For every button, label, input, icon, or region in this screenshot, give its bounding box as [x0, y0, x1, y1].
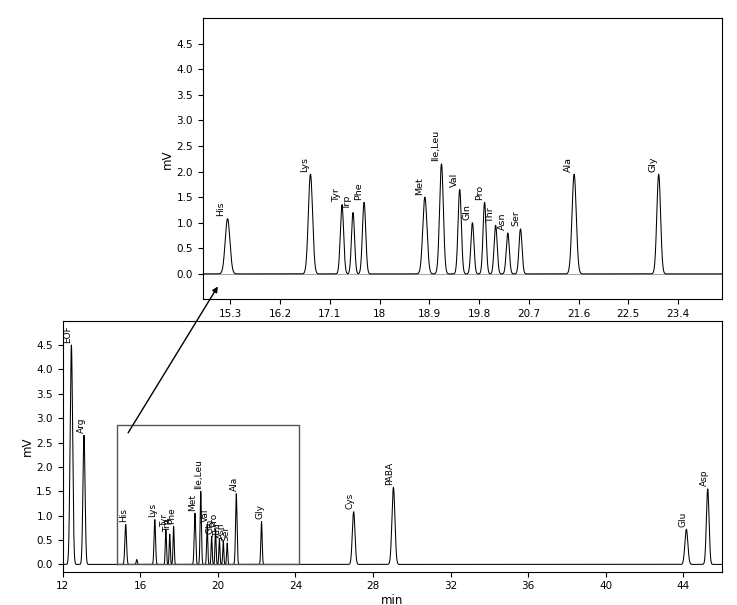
Text: His: His — [217, 201, 226, 216]
Text: Phe: Phe — [167, 507, 176, 524]
Text: Gln: Gln — [206, 518, 214, 534]
Text: Arg: Arg — [77, 417, 85, 433]
Text: Val: Val — [201, 508, 210, 522]
Text: Lys: Lys — [301, 157, 310, 172]
Text: Tyr: Tyr — [332, 188, 341, 202]
Text: Pro: Pro — [209, 512, 218, 527]
Text: Tyr: Tyr — [160, 514, 169, 527]
Text: Thr: Thr — [486, 207, 495, 223]
Text: EOF: EOF — [63, 325, 72, 342]
Text: His: His — [119, 508, 128, 522]
Text: Gln: Gln — [463, 204, 472, 220]
Y-axis label: mV: mV — [21, 436, 33, 456]
Text: Gly: Gly — [649, 156, 657, 172]
Text: Ile,Leu: Ile,Leu — [195, 459, 203, 489]
Text: Ser: Ser — [221, 525, 230, 540]
Text: Thr: Thr — [213, 522, 222, 537]
Text: Pro: Pro — [475, 185, 484, 200]
Text: Asn: Asn — [217, 522, 226, 538]
Text: Asn: Asn — [498, 213, 507, 231]
Text: Glu: Glu — [678, 511, 688, 527]
Text: Ala: Ala — [230, 477, 239, 491]
Text: Asp: Asp — [699, 470, 709, 486]
Text: Ala: Ala — [564, 157, 573, 172]
Text: PABA: PABA — [385, 462, 394, 485]
Text: Trp: Trp — [164, 518, 172, 532]
Text: Lys: Lys — [148, 503, 158, 517]
Text: Cys: Cys — [346, 493, 354, 509]
Text: Gly: Gly — [255, 504, 264, 519]
Text: Met: Met — [189, 494, 198, 511]
X-axis label: min: min — [451, 322, 474, 335]
Text: Met: Met — [415, 177, 424, 195]
X-axis label: min: min — [381, 594, 404, 605]
Text: Ile,Leu: Ile,Leu — [431, 130, 441, 162]
Text: Trp: Trp — [343, 195, 352, 210]
Y-axis label: mV: mV — [161, 149, 173, 169]
Text: Val: Val — [450, 172, 459, 187]
Text: Phe: Phe — [354, 182, 363, 200]
Text: Ser: Ser — [511, 211, 520, 226]
